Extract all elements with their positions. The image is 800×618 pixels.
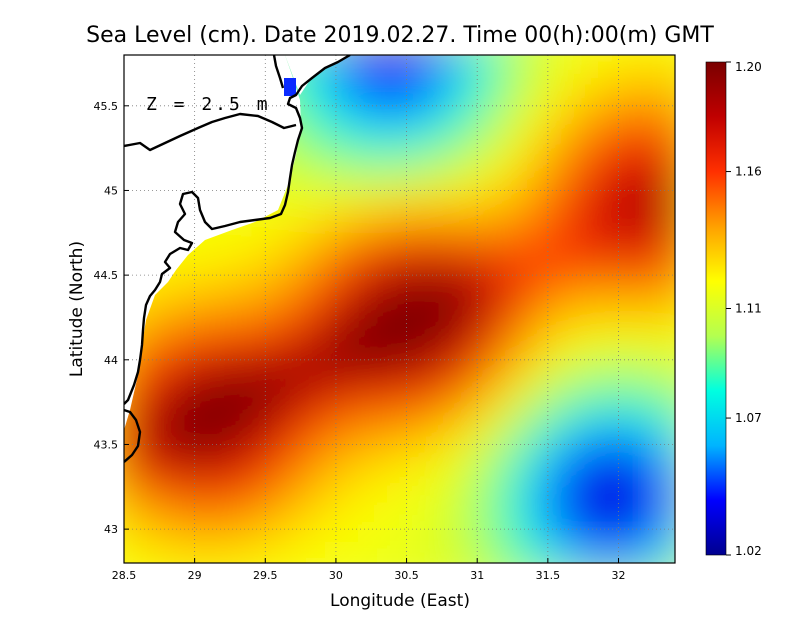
x-tick-label: 31 [470, 569, 484, 582]
colorbar-tick-label: 1.02 [735, 544, 762, 558]
coastline-lagoon [124, 112, 297, 152]
colorbar-tick-label: 1.11 [735, 302, 762, 316]
x-axis: 28.5 29 29.5 30 30.5 31 31.5 32 [112, 558, 625, 582]
land-north-west [124, 55, 301, 430]
y-tick-label: 45 [104, 184, 118, 197]
depth-annotation: Z = 2.5 m [146, 94, 271, 115]
y-tick-label: 45.5 [94, 100, 119, 113]
y-axis-label: Latitude (North) [67, 241, 87, 377]
x-tick-label: 31.5 [536, 569, 561, 582]
coastline [124, 55, 351, 463]
colorbar-gradient [705, 61, 727, 556]
colorbar-tick-label: 1.20 [735, 60, 762, 74]
x-axis-label: Longitude (East) [330, 591, 470, 611]
plot-area [123, 54, 676, 564]
x-tick-label: 29.5 [253, 569, 278, 582]
colorbar-tick-label: 1.07 [735, 411, 762, 425]
y-tick-label: 44.5 [94, 269, 119, 282]
land-north-cape [285, 55, 350, 95]
x-tick-label: 29 [188, 569, 202, 582]
land-blue-pixel [284, 78, 296, 96]
grid-lines [124, 55, 675, 563]
y-tick-label: 43.5 [94, 438, 119, 451]
x-tick-label: 30.5 [394, 569, 419, 582]
y-tick-label: 43 [104, 523, 118, 536]
coastline-south [124, 408, 142, 463]
x-tick-label: 32 [611, 569, 625, 582]
land-mask [124, 55, 350, 430]
plot-frame [123, 54, 676, 564]
y-tick-label: 44 [104, 354, 118, 367]
colorbar: 1.20 1.16 1.11 1.07 1.02 [705, 60, 762, 558]
coastline-north [124, 55, 351, 405]
x-tick-label: 30 [329, 569, 343, 582]
chart-title: Sea Level (cm). Date 2019.02.27. Time 00… [86, 23, 714, 48]
y-axis: 43 43.5 44 44.5 45 45.5 [94, 100, 129, 536]
colorbar-tick-label: 1.16 [735, 165, 762, 179]
x-tick-label: 28.5 [112, 569, 137, 582]
colorbar-ticks: 1.20 1.16 1.11 1.07 1.02 [726, 60, 762, 558]
coastline-east-inlet [272, 55, 285, 89]
